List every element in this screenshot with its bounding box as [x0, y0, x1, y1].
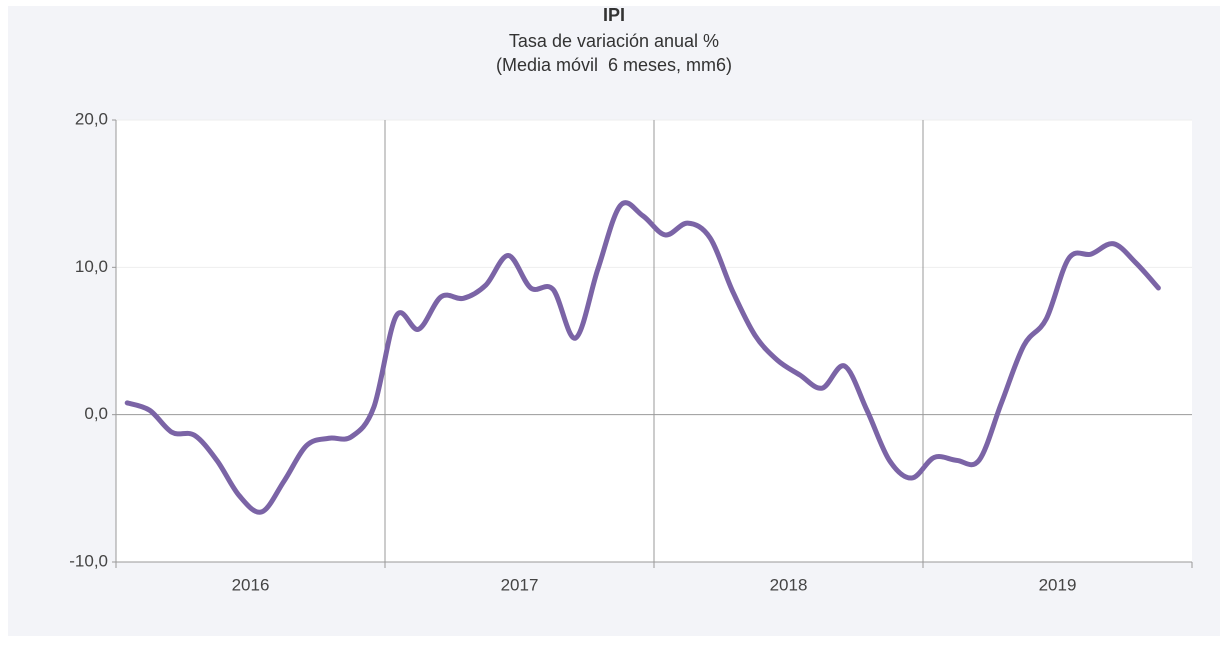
line-series [124, 200, 1161, 515]
y-tick-label: 10,0 [75, 257, 108, 276]
x-tick-label: 2017 [501, 575, 539, 594]
y-tick-label: -10,0 [69, 551, 108, 570]
chart-subtitle: Tasa de variación anual % [509, 31, 719, 51]
x-tick-label: 2018 [770, 575, 808, 594]
x-tick-label: 2016 [232, 575, 270, 594]
y-tick-label: 20,0 [75, 109, 108, 128]
x-tick-label: 2019 [1039, 575, 1077, 594]
chart-subtitle: (Media móvil 6 meses, mm6) [496, 55, 732, 75]
chart-title: IPI [603, 5, 625, 25]
y-tick-label: 0,0 [84, 404, 108, 423]
